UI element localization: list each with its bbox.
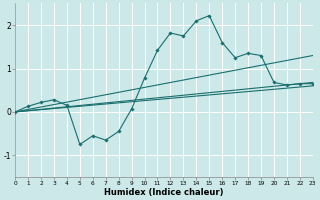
X-axis label: Humidex (Indice chaleur): Humidex (Indice chaleur)	[104, 188, 224, 197]
